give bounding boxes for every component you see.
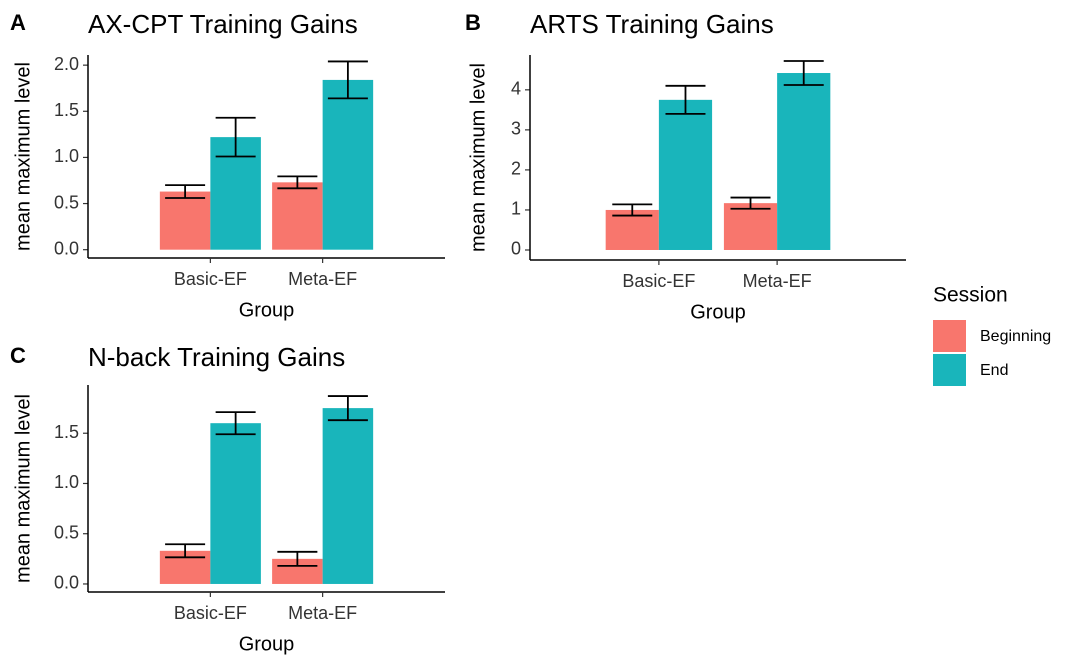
y-tick-label: 2 bbox=[511, 159, 521, 179]
y-tick-label: 0 bbox=[511, 239, 521, 259]
y-tick-label: 2.0 bbox=[54, 54, 79, 74]
panel-label: C bbox=[10, 343, 26, 368]
error-bar bbox=[327, 60, 368, 100]
error-bar bbox=[277, 175, 318, 190]
x-tick-label: Basic-EF bbox=[174, 269, 247, 289]
y-axis-title: mean maximum level bbox=[12, 394, 34, 583]
y-tick-label: 0.5 bbox=[54, 522, 79, 542]
error-bar bbox=[783, 60, 824, 86]
x-tick-label: Basic-EF bbox=[174, 603, 247, 623]
x-axis-title: Group bbox=[690, 301, 746, 323]
legend-swatch bbox=[933, 320, 966, 352]
error-bar bbox=[665, 84, 706, 115]
x-tick-label: Meta-EF bbox=[743, 271, 812, 291]
chart-title: ARTS Training Gains bbox=[530, 9, 774, 39]
y-tick-label: 0.0 bbox=[54, 573, 79, 593]
chart-title: N-back Training Gains bbox=[88, 342, 345, 372]
y-axis-title: mean maximum level bbox=[467, 63, 489, 252]
error-bar bbox=[215, 116, 256, 158]
bar bbox=[272, 182, 323, 250]
y-tick-label: 4 bbox=[511, 79, 521, 99]
bar bbox=[777, 73, 831, 250]
error-bar bbox=[165, 184, 206, 199]
y-tick-label: 1.0 bbox=[54, 146, 79, 166]
bar bbox=[210, 423, 261, 584]
error-bar bbox=[612, 203, 653, 217]
error-bar bbox=[165, 543, 206, 559]
error-bar bbox=[730, 196, 771, 210]
x-tick-label: Meta-EF bbox=[288, 269, 357, 289]
legend-label: Beginning bbox=[980, 328, 1051, 345]
bar bbox=[322, 408, 374, 584]
legend-label: End bbox=[980, 362, 1008, 379]
error-bar bbox=[277, 550, 318, 567]
x-axis-title: Group bbox=[239, 299, 295, 321]
bar bbox=[159, 191, 211, 250]
y-tick-label: 1 bbox=[511, 199, 521, 219]
error-bar bbox=[327, 395, 368, 422]
panel-label: B bbox=[465, 10, 481, 35]
legend-title: Session bbox=[933, 284, 1008, 307]
bar bbox=[605, 209, 659, 250]
y-tick-label: 1.5 bbox=[54, 100, 79, 120]
bar bbox=[723, 203, 778, 250]
y-tick-label: 0.5 bbox=[54, 192, 79, 212]
bar bbox=[322, 79, 374, 250]
panel-label: A bbox=[10, 10, 26, 35]
y-tick-label: 3 bbox=[511, 119, 521, 139]
chart-title: AX-CPT Training Gains bbox=[88, 9, 358, 39]
y-tick-label: 1.0 bbox=[54, 472, 79, 492]
x-tick-label: Basic-EF bbox=[622, 271, 695, 291]
bar bbox=[658, 99, 713, 250]
y-tick-label: 1.5 bbox=[54, 422, 79, 442]
y-tick-label: 0.0 bbox=[54, 238, 79, 258]
error-bar bbox=[215, 411, 256, 436]
legend-swatch bbox=[933, 354, 966, 386]
y-axis-title: mean maximum level bbox=[12, 62, 34, 251]
x-tick-label: Meta-EF bbox=[288, 603, 357, 623]
x-axis-title: Group bbox=[239, 633, 295, 655]
